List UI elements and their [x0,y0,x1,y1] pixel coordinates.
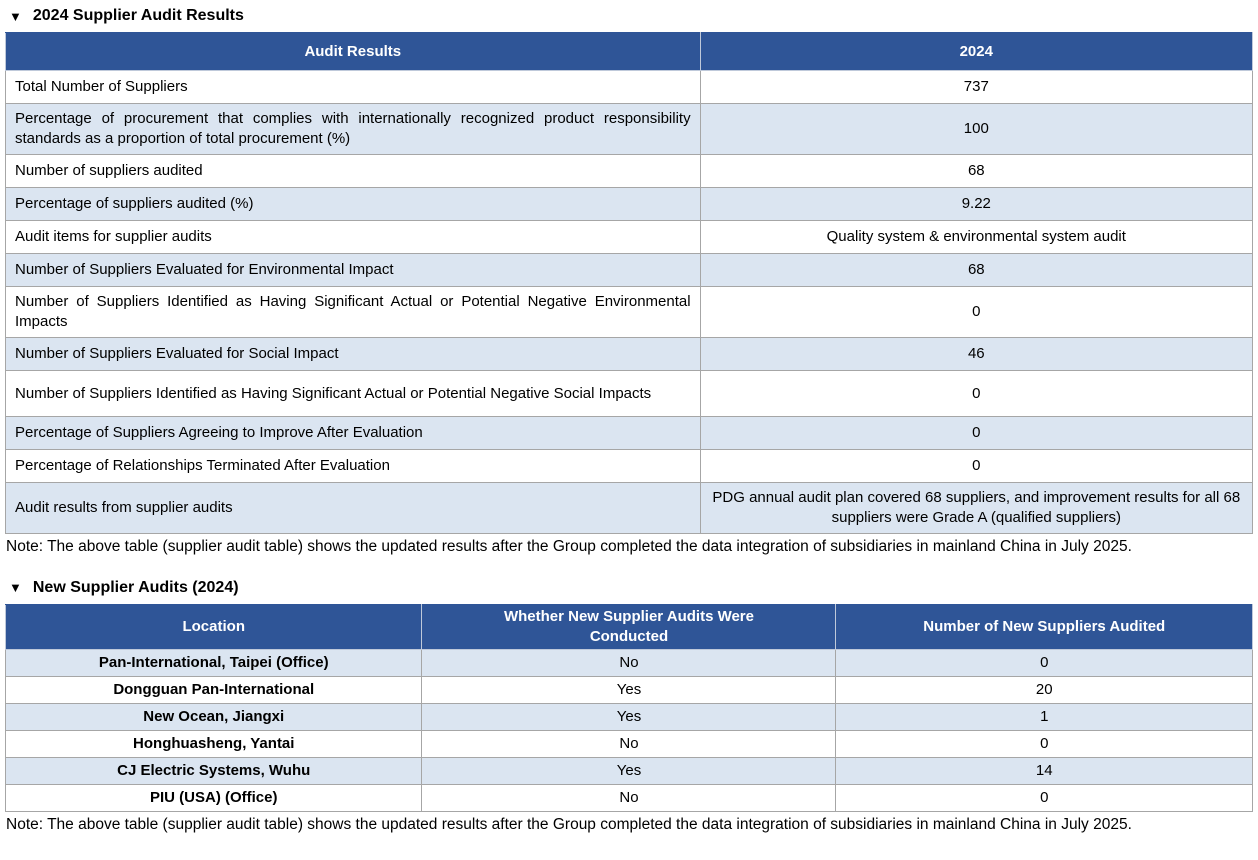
location-cell: Dongguan Pan-International [4,675,423,704]
new-supplier-header-row: Location Whether New Supplier Audits Wer… [4,603,1253,650]
table-row: Number of Suppliers Evaluated for Social… [5,337,1254,371]
row-value: PDG annual audit plan covered 68 supplie… [699,482,1254,534]
row-value: 68 [699,253,1254,287]
row-value: 0 [699,370,1254,417]
location-cell: Honghuasheng, Yantai [4,729,423,758]
header-audits-conducted: Whether New Supplier Audits Were Conduct… [421,603,837,650]
row-value: 68 [699,154,1254,188]
table-row: Percentage of procurement that complies … [5,103,1254,155]
table-row: Dongguan Pan-International Yes 20 [4,675,1253,704]
row-value: 0 [699,416,1254,450]
conducted-cell: Yes [421,675,837,704]
row-value: 46 [699,337,1254,371]
table-row: PIU (USA) (Office) No 0 [4,783,1253,812]
audit-table-header-audit-results: Audit Results [5,32,701,71]
count-cell: 0 [835,783,1253,812]
section1-note: Note: The above table (supplier audit ta… [6,538,1132,555]
row-value: Quality system & environmental system au… [699,220,1254,254]
table-row: Percentage of Suppliers Agreeing to Impr… [5,416,1254,450]
location-cell: Pan-International, Taipei (Office) [4,648,423,677]
count-cell: 14 [835,756,1253,785]
table-row: Audit results from supplier audits PDG a… [5,482,1254,534]
row-label: Number of Suppliers Evaluated for Social… [5,337,701,371]
location-cell: New Ocean, Jiangxi [4,702,423,731]
table-row: Number of suppliers audited 68 [5,154,1254,188]
row-value: 0 [699,449,1254,483]
conducted-cell: No [421,648,837,677]
table-row: Pan-International, Taipei (Office) No 0 [4,648,1253,677]
row-label: Total Number of Suppliers [5,70,701,104]
section1-title: 2024 Supplier Audit Results [32,7,244,24]
audit-results-table: Audit Results 2024 Total Number of Suppl… [5,32,1254,534]
conducted-cell: Yes [421,702,837,731]
row-label: Audit results from supplier audits [5,482,701,534]
table-row: CJ Electric Systems, Wuhu Yes 14 [4,756,1253,785]
row-value: 737 [699,70,1254,104]
table-row: Total Number of Suppliers 737 [5,70,1254,104]
audit-table-header-row: Audit Results 2024 [5,32,1254,71]
row-value: 9.22 [699,187,1254,221]
count-cell: 0 [835,729,1253,758]
section2-note: Note: The above table (supplier audit ta… [6,815,1132,833]
row-label: Number of suppliers audited [5,154,701,188]
count-cell: 0 [835,648,1253,677]
section2-heading[interactable]: ▼ New Supplier Audits (2024) [5,576,1253,604]
count-cell: 1 [835,702,1253,731]
row-label: Percentage of Relationships Terminated A… [5,449,701,483]
header-location: Location [4,603,423,650]
header-number-audited: Number of New Suppliers Audited [835,603,1253,650]
collapse-triangle-icon[interactable]: ▼ [9,8,22,24]
collapse-triangle-icon[interactable]: ▼ [9,580,22,595]
conducted-cell: Yes [421,756,837,785]
row-value: 100 [699,103,1254,155]
row-label: Percentage of procurement that complies … [5,103,701,155]
row-label: Number of Suppliers Identified as Having… [5,370,701,417]
section1-heading[interactable]: ▼ 2024 Supplier Audit Results [5,4,1253,32]
count-cell: 20 [835,675,1253,704]
table-row: Number of Suppliers Evaluated for Enviro… [5,253,1254,287]
row-label: Number of Suppliers Evaluated for Enviro… [5,253,701,287]
row-value: 0 [699,286,1254,338]
new-supplier-audits-table: Location Whether New Supplier Audits Wer… [4,603,1253,812]
row-label: Number of Suppliers Identified as Having… [5,286,701,338]
section2-title: New Supplier Audits (2024) [32,578,239,596]
table-row: Audit items for supplier audits Quality … [5,220,1254,254]
audit-table-header-2024: 2024 [699,32,1254,71]
location-cell: CJ Electric Systems, Wuhu [4,756,423,785]
location-cell: PIU (USA) (Office) [4,783,423,812]
table-row: Honghuasheng, Yantai No 0 [4,729,1253,758]
conducted-cell: No [421,783,837,812]
table-row: Number of Suppliers Identified as Having… [5,286,1254,338]
conducted-cell: No [421,729,837,758]
row-label: Audit items for supplier audits [5,220,701,254]
row-label: Percentage of suppliers audited (%) [5,187,701,221]
table-row: Number of Suppliers Identified as Having… [5,370,1254,417]
table-row: Percentage of suppliers audited (%) 9.22 [5,187,1254,221]
table-row: New Ocean, Jiangxi Yes 1 [4,702,1253,731]
row-label: Percentage of Suppliers Agreeing to Impr… [5,416,701,450]
table-row: Percentage of Relationships Terminated A… [5,449,1254,483]
